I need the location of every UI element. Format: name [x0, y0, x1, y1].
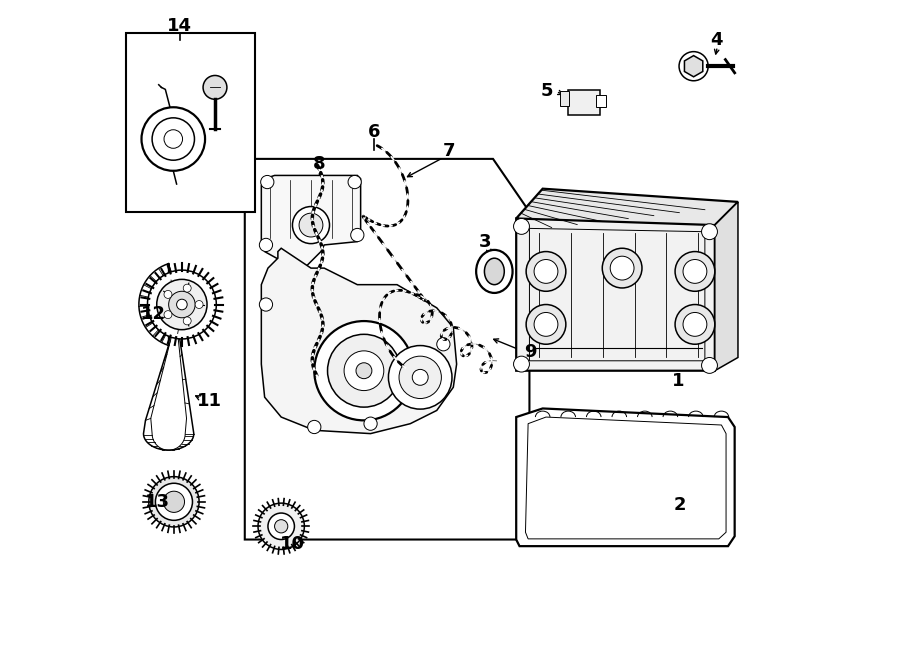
Circle shape [259, 298, 273, 311]
Text: 1: 1 [672, 371, 685, 390]
Circle shape [164, 291, 172, 299]
Circle shape [683, 312, 706, 336]
Polygon shape [684, 56, 703, 77]
Polygon shape [261, 248, 456, 434]
Circle shape [258, 503, 304, 549]
Text: 2: 2 [673, 496, 686, 514]
Circle shape [292, 207, 329, 244]
Circle shape [164, 491, 184, 512]
Circle shape [412, 369, 428, 385]
Text: 3: 3 [479, 232, 491, 251]
Circle shape [683, 260, 706, 283]
Circle shape [184, 317, 191, 325]
Circle shape [344, 351, 383, 391]
Circle shape [308, 420, 321, 434]
Circle shape [314, 321, 414, 420]
Circle shape [399, 356, 441, 399]
Circle shape [364, 417, 377, 430]
Text: 14: 14 [167, 17, 193, 36]
Text: 5: 5 [541, 82, 554, 101]
Circle shape [156, 483, 193, 520]
Circle shape [261, 175, 274, 189]
Circle shape [268, 513, 294, 540]
Circle shape [274, 520, 288, 533]
Circle shape [702, 357, 717, 373]
Text: 13: 13 [145, 493, 170, 511]
Polygon shape [517, 218, 715, 371]
Circle shape [602, 248, 642, 288]
Circle shape [259, 238, 273, 252]
Circle shape [534, 260, 558, 283]
Circle shape [514, 218, 529, 234]
Text: 6: 6 [367, 123, 380, 142]
Circle shape [164, 130, 183, 148]
Circle shape [328, 334, 400, 407]
Circle shape [351, 228, 364, 242]
Circle shape [514, 356, 529, 372]
Ellipse shape [484, 258, 504, 285]
Circle shape [176, 299, 187, 310]
Text: 9: 9 [525, 343, 537, 361]
Text: 12: 12 [141, 305, 166, 324]
Circle shape [152, 118, 194, 160]
Text: 11: 11 [196, 391, 221, 410]
Bar [126, 33, 255, 212]
Circle shape [148, 477, 199, 527]
Circle shape [675, 252, 715, 291]
Circle shape [675, 305, 715, 344]
Text: 4: 4 [710, 30, 723, 49]
Circle shape [157, 279, 207, 330]
Bar [560, 91, 569, 106]
Text: 8: 8 [312, 155, 325, 173]
Circle shape [195, 301, 203, 308]
Circle shape [164, 310, 172, 318]
Circle shape [168, 291, 195, 318]
Circle shape [356, 363, 372, 379]
Circle shape [436, 338, 450, 351]
Circle shape [184, 284, 191, 292]
Ellipse shape [476, 250, 513, 293]
Circle shape [610, 256, 634, 280]
Circle shape [526, 305, 566, 344]
Circle shape [526, 252, 566, 291]
Polygon shape [517, 189, 738, 225]
Bar [596, 95, 607, 107]
Circle shape [203, 75, 227, 99]
Circle shape [389, 346, 452, 409]
Circle shape [702, 224, 717, 240]
Circle shape [148, 270, 216, 339]
Circle shape [141, 107, 205, 171]
Text: 10: 10 [280, 535, 305, 553]
Polygon shape [715, 202, 738, 371]
Polygon shape [517, 408, 734, 546]
Bar [568, 90, 599, 115]
Circle shape [299, 213, 323, 237]
Circle shape [348, 175, 361, 189]
Circle shape [534, 312, 558, 336]
Text: 7: 7 [443, 142, 454, 160]
Polygon shape [261, 175, 361, 268]
